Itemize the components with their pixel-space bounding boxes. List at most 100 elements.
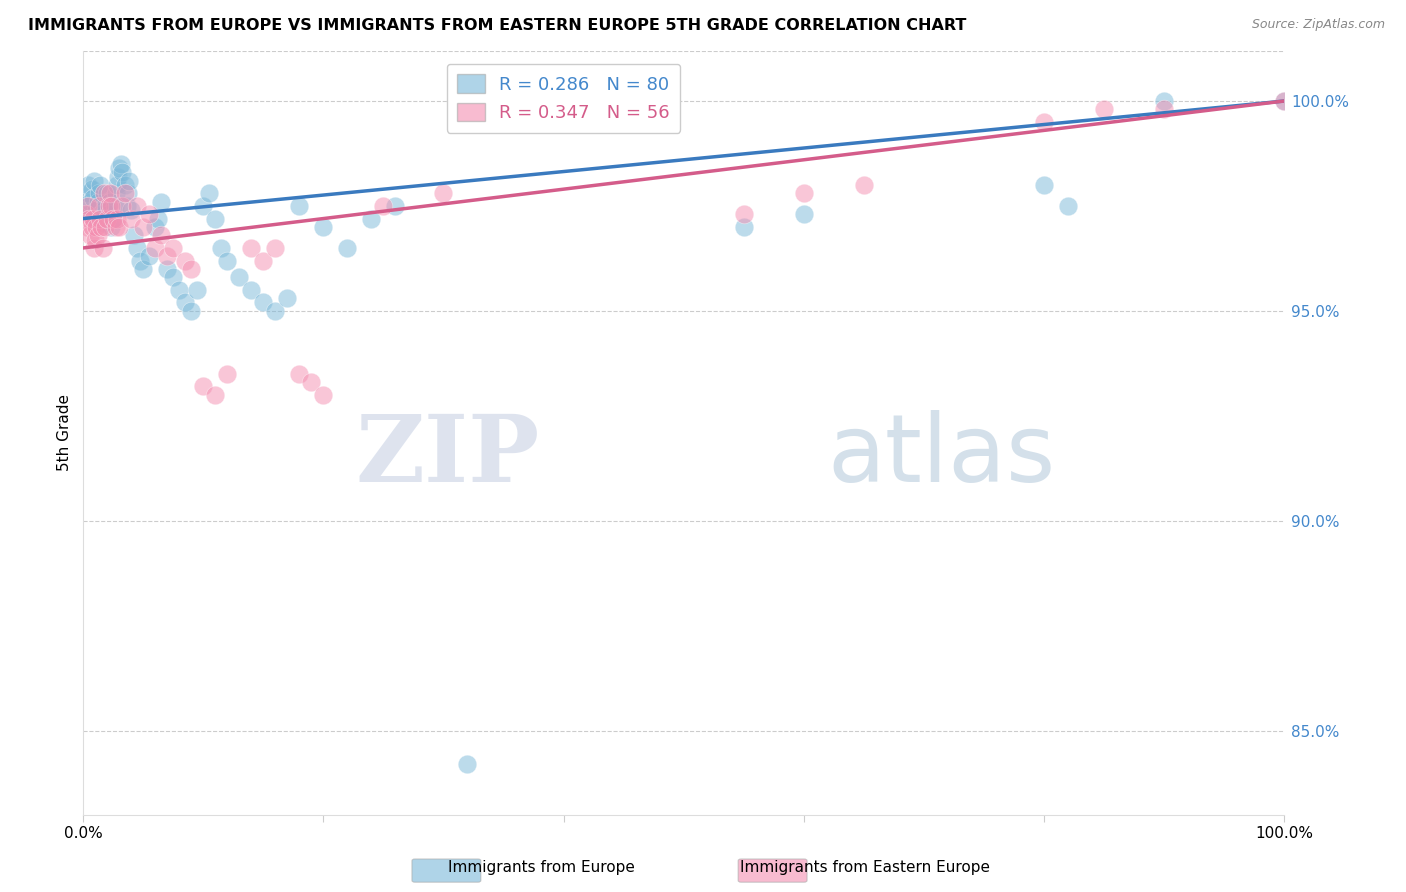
Point bbox=[120, 211, 142, 226]
Point bbox=[793, 207, 815, 221]
Point bbox=[83, 174, 105, 188]
Point bbox=[162, 241, 184, 255]
Point bbox=[432, 186, 454, 201]
Point bbox=[100, 219, 122, 234]
Point bbox=[90, 207, 112, 221]
Point bbox=[103, 211, 125, 226]
Point bbox=[104, 186, 127, 201]
Point bbox=[90, 219, 112, 234]
Point bbox=[127, 199, 149, 213]
Point bbox=[1032, 178, 1054, 192]
Point bbox=[107, 169, 129, 184]
Point bbox=[204, 211, 226, 226]
Point bbox=[180, 261, 202, 276]
Point bbox=[264, 304, 287, 318]
Point bbox=[98, 186, 121, 201]
Point bbox=[793, 186, 815, 201]
Point bbox=[360, 211, 382, 226]
Point bbox=[156, 261, 179, 276]
Point bbox=[86, 194, 108, 209]
Point bbox=[174, 295, 197, 310]
Point bbox=[1272, 94, 1295, 108]
Point bbox=[209, 241, 232, 255]
Text: IMMIGRANTS FROM EUROPE VS IMMIGRANTS FROM EASTERN EUROPE 5TH GRADE CORRELATION C: IMMIGRANTS FROM EUROPE VS IMMIGRANTS FRO… bbox=[28, 18, 966, 33]
Point bbox=[96, 211, 118, 226]
Point bbox=[91, 241, 114, 255]
Point bbox=[312, 219, 335, 234]
Point bbox=[76, 219, 98, 234]
Point bbox=[132, 219, 155, 234]
Point bbox=[97, 199, 120, 213]
Point bbox=[86, 228, 108, 243]
Text: Immigrants from Eastern Europe: Immigrants from Eastern Europe bbox=[740, 861, 990, 875]
Point bbox=[87, 199, 110, 213]
Point bbox=[198, 186, 221, 201]
Point bbox=[114, 178, 136, 192]
Point bbox=[186, 283, 208, 297]
Point bbox=[373, 199, 395, 213]
Point bbox=[288, 367, 311, 381]
Point bbox=[240, 241, 263, 255]
Point bbox=[97, 207, 120, 221]
Point bbox=[79, 194, 101, 209]
Point bbox=[86, 219, 108, 234]
Point bbox=[108, 161, 131, 176]
Point bbox=[143, 241, 166, 255]
Point bbox=[169, 283, 191, 297]
Text: atlas: atlas bbox=[828, 409, 1056, 501]
Point bbox=[84, 211, 107, 226]
Point bbox=[217, 253, 239, 268]
Point bbox=[132, 261, 155, 276]
Point bbox=[82, 211, 104, 226]
Point bbox=[79, 228, 101, 243]
Point bbox=[86, 203, 108, 218]
Point bbox=[193, 379, 215, 393]
Point bbox=[75, 207, 97, 221]
Point bbox=[180, 304, 202, 318]
Text: Source: ZipAtlas.com: Source: ZipAtlas.com bbox=[1251, 18, 1385, 31]
Point bbox=[82, 190, 104, 204]
Point bbox=[103, 199, 125, 213]
Legend: R = 0.286   N = 80, R = 0.347   N = 56: R = 0.286 N = 80, R = 0.347 N = 56 bbox=[447, 63, 681, 133]
Point bbox=[288, 199, 311, 213]
Point bbox=[110, 157, 132, 171]
Point bbox=[1153, 103, 1175, 117]
Point bbox=[76, 186, 98, 201]
Point bbox=[94, 219, 117, 234]
Point bbox=[118, 174, 141, 188]
Point bbox=[89, 178, 111, 192]
Point bbox=[143, 219, 166, 234]
Point bbox=[83, 241, 105, 255]
Point bbox=[204, 388, 226, 402]
Point bbox=[103, 211, 125, 226]
Point bbox=[1272, 94, 1295, 108]
Point bbox=[98, 194, 121, 209]
Point bbox=[80, 219, 103, 234]
Point bbox=[1032, 115, 1054, 129]
Point bbox=[108, 219, 131, 234]
Point bbox=[84, 233, 107, 247]
Point bbox=[252, 253, 274, 268]
Point bbox=[77, 199, 100, 213]
Point bbox=[276, 291, 298, 305]
Point bbox=[299, 376, 322, 390]
Point bbox=[156, 249, 179, 263]
Point bbox=[264, 241, 287, 255]
Point bbox=[1056, 199, 1078, 213]
Point bbox=[146, 211, 169, 226]
Point bbox=[96, 186, 118, 201]
Point bbox=[174, 253, 197, 268]
Point bbox=[77, 178, 100, 192]
Point bbox=[240, 283, 263, 297]
Point bbox=[79, 211, 101, 226]
Point bbox=[114, 186, 136, 201]
Point bbox=[89, 211, 111, 226]
Point bbox=[733, 219, 755, 234]
Point bbox=[150, 228, 173, 243]
Point bbox=[122, 228, 145, 243]
Point bbox=[252, 295, 274, 310]
Point bbox=[193, 199, 215, 213]
Point bbox=[1092, 103, 1115, 117]
Point bbox=[852, 178, 875, 192]
Point bbox=[1153, 94, 1175, 108]
